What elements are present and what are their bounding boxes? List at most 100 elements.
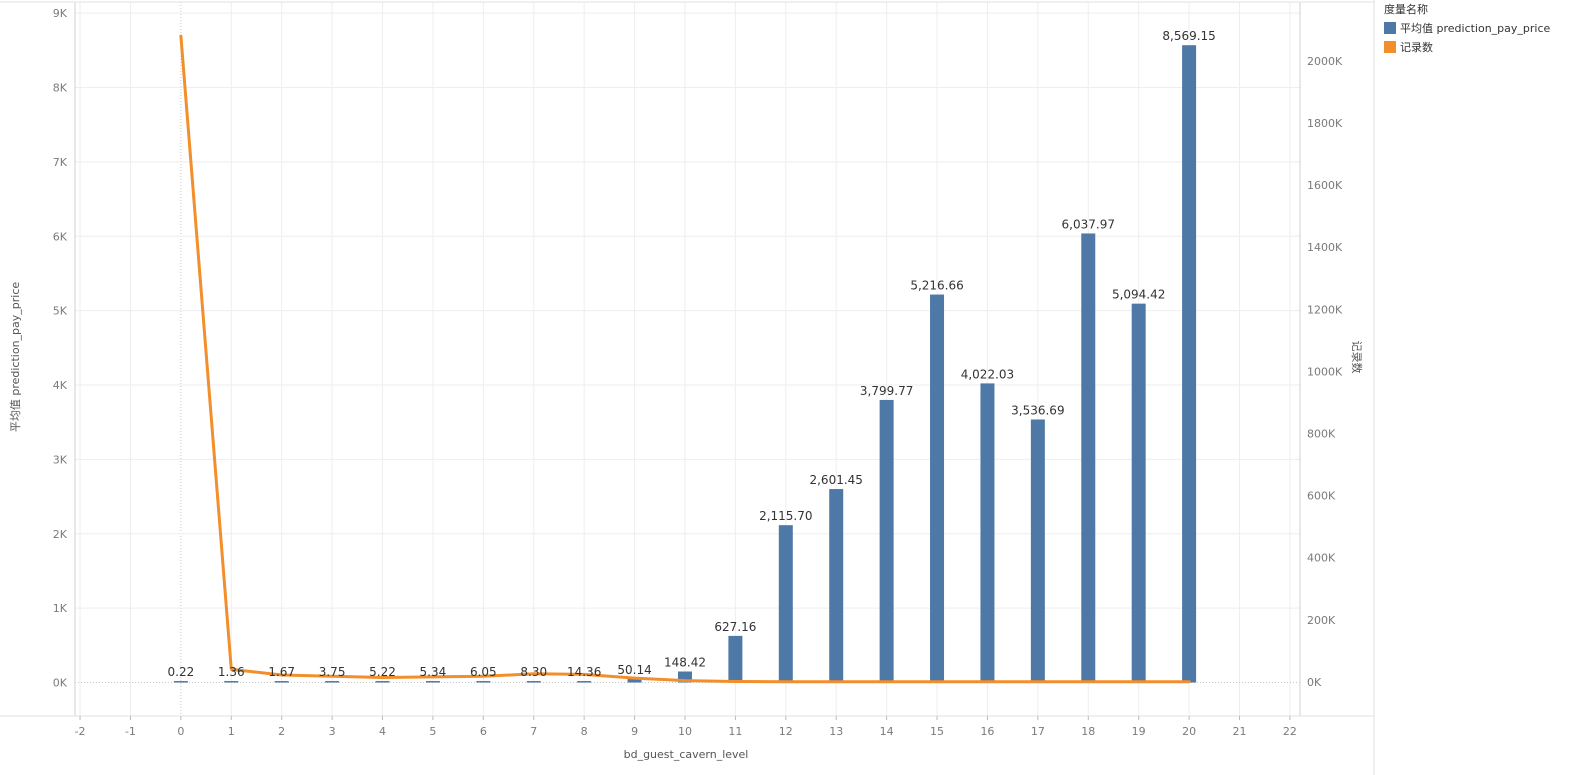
x-tick-label: 14 xyxy=(880,725,894,738)
y2-axis-title: 记录数 xyxy=(1350,341,1363,374)
bar-data-label: 5,094.42 xyxy=(1112,288,1165,302)
x-tick-label: 5 xyxy=(429,725,436,738)
x-tick-label: 2 xyxy=(278,725,285,738)
y-tick-label: 4K xyxy=(53,379,68,392)
bar xyxy=(829,489,844,683)
bar-data-label: 5.34 xyxy=(420,665,447,679)
y2-tick-label: 0K xyxy=(1307,676,1322,689)
bar xyxy=(728,635,743,683)
line-series xyxy=(179,34,1191,684)
x-tick-label: 19 xyxy=(1132,725,1146,738)
bar-series xyxy=(173,45,1197,683)
x-tick-label: 21 xyxy=(1233,725,1247,738)
legend-item-avg-price[interactable]: 平均值 prediction_pay_price xyxy=(1384,18,1574,37)
bar-data-label: 3,799.77 xyxy=(860,384,913,398)
bar-data-label: 2,601.45 xyxy=(809,473,862,487)
legend-swatch-blue xyxy=(1384,21,1396,34)
y2-tick-label: 800K xyxy=(1307,428,1336,441)
bar-data-label: 6.05 xyxy=(470,665,497,679)
bar xyxy=(778,525,793,683)
bar-data-label: 1.36 xyxy=(218,665,245,679)
legend-item-record-count[interactable]: 记录数 xyxy=(1384,37,1574,56)
y-axis-ticks: 0K 1K 2K 3K 4K 5K 6K 7K 8K 9K xyxy=(53,7,68,689)
bar xyxy=(1030,419,1045,683)
bar-data-label: 3.75 xyxy=(319,665,346,679)
x-axis-title: bd_guest_cavern_level xyxy=(624,748,749,761)
bar-data-label: 0.22 xyxy=(168,665,195,679)
bar-data-label: 5,216.66 xyxy=(910,279,963,293)
legend-label: 记录数 xyxy=(1400,40,1433,54)
y-tick-label: 2K xyxy=(53,528,68,541)
bar xyxy=(980,383,995,683)
x-tick-label: 3 xyxy=(329,725,336,738)
legend-swatch-orange xyxy=(1384,40,1396,53)
x-tick-label: 1 xyxy=(228,725,235,738)
y-axis-title: 平均值 prediction_pay_price xyxy=(9,282,22,433)
plot-frame xyxy=(0,0,1375,775)
bar-data-label: 148.42 xyxy=(664,655,706,669)
y-tick-label: 5K xyxy=(53,305,68,318)
bar xyxy=(173,681,188,683)
x-tick-label: 15 xyxy=(930,725,944,738)
bar xyxy=(577,681,592,683)
x-tick-label: 10 xyxy=(678,725,692,738)
gridlines xyxy=(75,2,1300,716)
bar xyxy=(1081,233,1096,683)
x-tick-label: -1 xyxy=(125,725,136,738)
bar-data-label: 6,037.97 xyxy=(1062,217,1115,231)
x-tick-label: 4 xyxy=(379,725,386,738)
x-tick-label: -2 xyxy=(75,725,86,738)
y2-tick-label: 200K xyxy=(1307,614,1336,627)
y2-tick-label: 1000K xyxy=(1307,365,1343,378)
bar-data-label: 8,569.15 xyxy=(1162,29,1215,43)
x-tick-label: 0 xyxy=(177,725,184,738)
y-tick-label: 3K xyxy=(53,453,68,466)
bar xyxy=(1131,303,1146,683)
bar xyxy=(1182,45,1197,683)
bar-data-label: 14.36 xyxy=(567,665,601,679)
bar xyxy=(425,681,440,683)
bar-data-label: 4,022.03 xyxy=(961,367,1014,381)
y2-tick-label: 600K xyxy=(1307,490,1336,503)
x-tick-label: 8 xyxy=(581,725,588,738)
y-tick-label: 8K xyxy=(53,82,68,95)
x-tick-label: 13 xyxy=(829,725,843,738)
y-tick-label: 9K xyxy=(53,7,68,20)
y-tick-label: 6K xyxy=(53,230,68,243)
bar-data-label: 627.16 xyxy=(714,620,756,634)
bar xyxy=(325,681,340,683)
y2-tick-label: 2000K xyxy=(1307,55,1343,68)
y2-axis-ticks: 0K 200K 400K 600K 800K 1000K 1200K 1400K 1600K 18… xyxy=(1307,55,1343,689)
bar xyxy=(627,678,642,683)
x-tick-label: 6 xyxy=(480,725,487,738)
y-tick-label: 0K xyxy=(53,677,68,690)
x-tick-label: 17 xyxy=(1031,725,1045,738)
x-tick-label: 22 xyxy=(1283,725,1297,738)
bar-data-label: 8.30 xyxy=(520,665,547,679)
x-tick-label: 20 xyxy=(1182,725,1196,738)
x-tick-label: 18 xyxy=(1081,725,1095,738)
bar xyxy=(930,294,945,683)
bar-data-label: 1.67 xyxy=(268,665,295,679)
bar xyxy=(224,681,239,683)
bar xyxy=(476,681,491,683)
legend-title: 度量名称 xyxy=(1384,3,1428,16)
bar xyxy=(375,681,390,683)
y-tick-label: 7K xyxy=(53,156,68,169)
y2-tick-label: 1600K xyxy=(1307,179,1343,192)
x-axis-ticks: -2 -1 0 1 2 3 4 5 6 7 8 9 10 11 12 13 14 15 16 17 18 19 20 21 22 xyxy=(75,716,1297,738)
bar xyxy=(879,399,894,683)
y2-tick-label: 1800K xyxy=(1307,117,1343,130)
legend-label: 平均值 prediction_pay_price xyxy=(1400,21,1551,35)
x-tick-label: 12 xyxy=(779,725,793,738)
bar-data-label: 3,536.69 xyxy=(1011,403,1064,417)
x-tick-label: 16 xyxy=(980,725,994,738)
y2-tick-label: 1200K xyxy=(1307,303,1343,316)
legend: 度量名称 平均值 prediction_pay_price 记录数 xyxy=(1384,2,1574,56)
bar-data-label: 50.14 xyxy=(617,663,651,677)
bar xyxy=(274,681,289,683)
y2-tick-label: 400K xyxy=(1307,552,1336,565)
bar xyxy=(677,671,692,683)
y2-tick-label: 1400K xyxy=(1307,241,1343,254)
